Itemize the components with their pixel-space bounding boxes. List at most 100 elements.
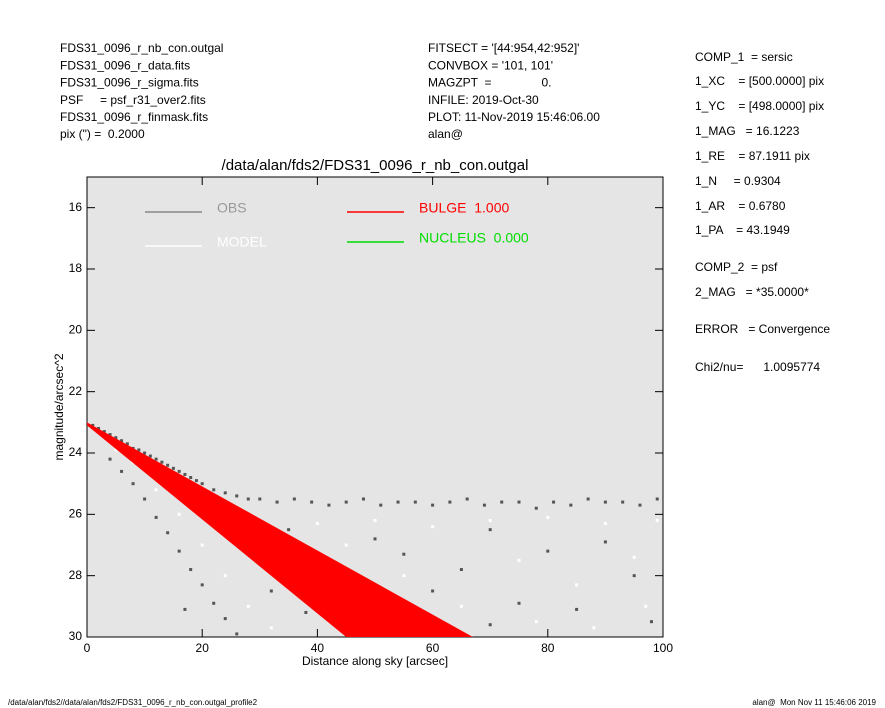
legend-label: MODEL bbox=[217, 234, 267, 250]
scatter-point bbox=[575, 607, 579, 611]
scatter-point bbox=[621, 500, 625, 504]
scatter-point bbox=[413, 500, 417, 504]
scatter-point bbox=[327, 503, 331, 507]
scatter-point bbox=[108, 433, 112, 437]
footer-right: alan@ Mon Nov 11 15:46:06 2019 bbox=[752, 698, 876, 707]
y-tick-label: 28 bbox=[69, 568, 83, 582]
scatter-point bbox=[638, 503, 642, 507]
fit-info: Chi2/nu= 1.0095774 bbox=[695, 360, 820, 374]
scatter-point bbox=[402, 574, 406, 578]
legend-label: NUCLEUS 0.000 bbox=[419, 230, 529, 246]
scatter-point bbox=[344, 500, 348, 504]
scatter-point bbox=[137, 448, 141, 452]
scatter-point bbox=[517, 601, 521, 605]
scatter-point bbox=[200, 482, 204, 486]
scatter-point bbox=[177, 469, 181, 473]
fit-info: COMP_1 = sersic bbox=[695, 50, 793, 64]
scatter-point bbox=[488, 528, 492, 532]
scatter-point bbox=[189, 476, 193, 480]
fit-info: 1_YC = [498.0000] pix bbox=[695, 99, 824, 113]
scatter-point bbox=[183, 607, 187, 611]
scatter-point bbox=[500, 500, 504, 504]
bulge-band bbox=[87, 422, 473, 637]
scatter-point bbox=[655, 497, 659, 501]
scatter-point bbox=[114, 436, 118, 440]
scatter-point bbox=[431, 503, 435, 507]
scatter-point bbox=[592, 626, 596, 630]
scatter-point bbox=[361, 497, 365, 501]
scatter-point bbox=[177, 512, 181, 516]
scatter-point bbox=[223, 617, 227, 621]
scatter-point bbox=[108, 457, 112, 461]
fit-info: 1_XC = [500.0000] pix bbox=[695, 74, 824, 88]
y-axis-label: magnitude/arcsec^2 bbox=[52, 353, 66, 460]
x-tick-label: 40 bbox=[311, 641, 325, 655]
x-tick-label: 100 bbox=[653, 641, 673, 655]
header-line: pix (") = 0.2000 bbox=[60, 127, 145, 141]
scatter-point bbox=[91, 423, 95, 427]
x-axis-label: Distance along sky [arcsec] bbox=[302, 654, 448, 668]
scatter-point bbox=[552, 500, 556, 504]
scatter-point bbox=[143, 497, 147, 501]
scatter-point bbox=[166, 531, 170, 535]
scatter-point bbox=[223, 491, 227, 495]
y-tick-label: 24 bbox=[69, 445, 83, 459]
scatter-point bbox=[120, 469, 124, 473]
scatter-point bbox=[465, 497, 469, 501]
scatter-point bbox=[644, 604, 648, 608]
scatter-point bbox=[517, 500, 521, 504]
scatter-point bbox=[292, 497, 296, 501]
header-line: alan@ bbox=[428, 127, 463, 141]
y-tick-label: 30 bbox=[69, 629, 83, 643]
scatter-point bbox=[154, 515, 158, 519]
scatter-point bbox=[200, 543, 204, 547]
scatter-point bbox=[154, 488, 158, 492]
header-line: INFILE: 2019-Oct-30 bbox=[428, 93, 539, 107]
scatter-point bbox=[488, 623, 492, 627]
scatter-point bbox=[575, 583, 579, 587]
header-line: MAGZPT = 0. bbox=[428, 76, 551, 90]
scatter-point bbox=[488, 518, 492, 522]
scatter-point bbox=[482, 503, 486, 507]
scatter-point bbox=[448, 500, 452, 504]
scatter-point bbox=[177, 549, 181, 553]
fit-info: 1_MAG = 16.1223 bbox=[695, 124, 800, 138]
scatter-point bbox=[183, 472, 187, 476]
scatter-point bbox=[379, 503, 383, 507]
scatter-point bbox=[373, 518, 377, 522]
scatter-point bbox=[125, 442, 129, 446]
scatter-point bbox=[431, 589, 435, 593]
x-tick-label: 0 bbox=[84, 641, 91, 655]
legend-label: OBS bbox=[217, 200, 247, 216]
fit-info: COMP_2 = psf bbox=[695, 260, 778, 274]
scatter-point bbox=[120, 439, 124, 443]
scatter-point bbox=[102, 430, 106, 434]
scatter-point bbox=[131, 482, 135, 486]
scatter-point bbox=[269, 589, 273, 593]
scatter-point bbox=[632, 555, 636, 559]
y-tick-label: 16 bbox=[69, 200, 83, 214]
chart-title: /data/alan/fds2/FDS31_0096_r_nb_con.outg… bbox=[222, 157, 529, 174]
fit-info: 1_PA = 43.1949 bbox=[695, 223, 790, 237]
plot-area bbox=[86, 176, 664, 638]
scatter-point bbox=[655, 518, 659, 522]
y-tick-label: 20 bbox=[69, 323, 83, 337]
scatter-point bbox=[246, 604, 250, 608]
y-tick-label: 26 bbox=[69, 507, 83, 521]
scatter-point bbox=[223, 574, 227, 578]
scatter-point bbox=[275, 500, 279, 504]
scatter-point bbox=[154, 457, 158, 461]
scatter-point bbox=[114, 448, 118, 452]
scatter-point bbox=[373, 537, 377, 541]
scatter-point bbox=[143, 451, 147, 455]
header-line: FDS31_0096_r_nb_con.outgal bbox=[60, 41, 223, 55]
fit-info: 1_RE = 87.1911 pix bbox=[695, 149, 810, 163]
legend-label: BULGE 1.000 bbox=[419, 200, 509, 216]
scatter-point bbox=[287, 528, 291, 532]
scatter-point bbox=[171, 466, 175, 470]
scatter-point bbox=[258, 497, 262, 501]
scatter-point bbox=[603, 500, 607, 504]
x-tick-label: 20 bbox=[196, 641, 210, 655]
